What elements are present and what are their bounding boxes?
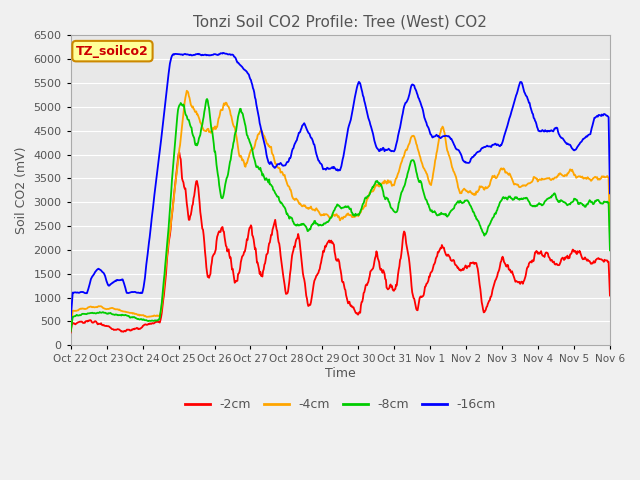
Y-axis label: Soil CO2 (mV): Soil CO2 (mV) (15, 146, 28, 234)
Title: Tonzi Soil CO2 Profile: Tree (West) CO2: Tonzi Soil CO2 Profile: Tree (West) CO2 (193, 15, 487, 30)
Text: TZ_soilco2: TZ_soilco2 (76, 45, 149, 58)
X-axis label: Time: Time (325, 367, 356, 380)
Legend: -2cm, -4cm, -8cm, -16cm: -2cm, -4cm, -8cm, -16cm (180, 394, 501, 417)
